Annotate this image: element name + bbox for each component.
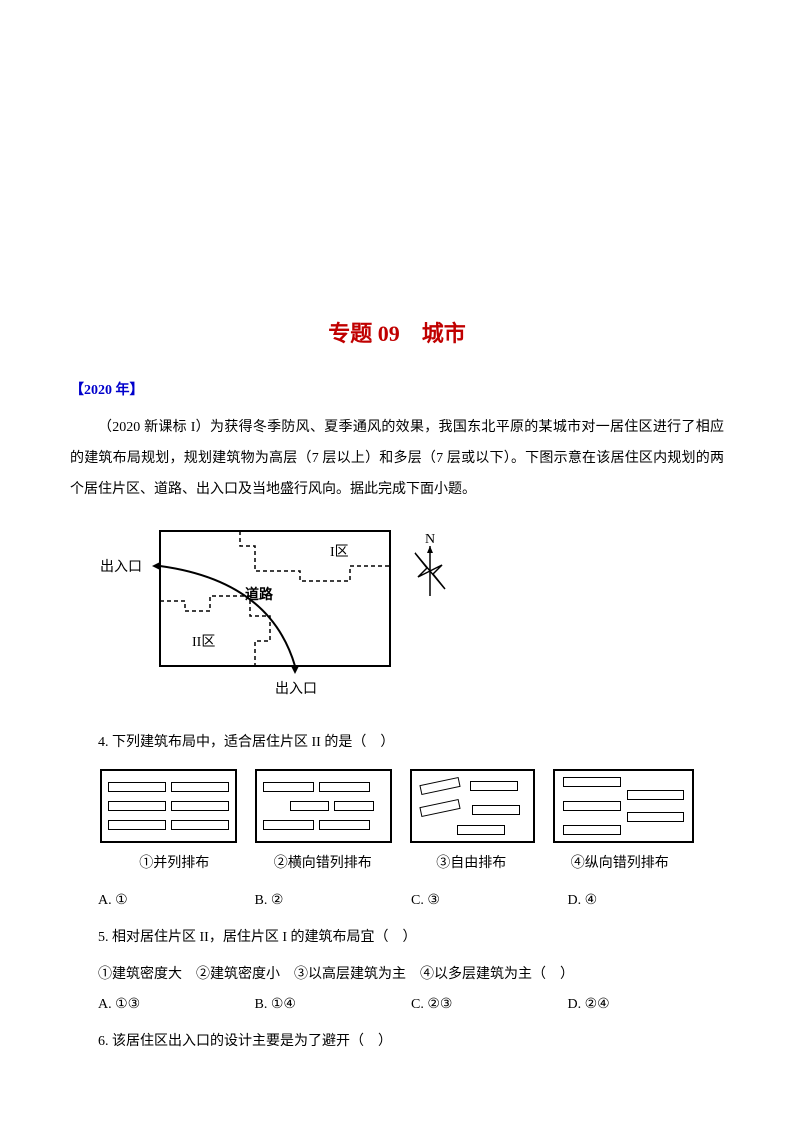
layout-label-4: ④纵向错列排布 — [546, 849, 695, 880]
q5-choice-d: D. ②④ — [568, 990, 725, 1021]
q5-choice-b: B. ①④ — [255, 990, 412, 1021]
layout-labels: ①并列排布 ②横向错列排布 ③自由排布 ④纵向错列排布 — [100, 849, 694, 880]
entrance-bottom-label: 出入口 — [275, 681, 317, 697]
q6-text: 6. 该居住区出入口的设计主要是为了避开（ ） — [70, 1027, 724, 1058]
main-diagram: 出入口 出入口 道路 I区 II区 N — [100, 521, 724, 714]
document-title: 专题 09 城市 — [70, 310, 724, 358]
q4-choice-c: C. ③ — [411, 886, 568, 917]
layout-option-3 — [410, 769, 535, 843]
q4-text: 4. 下列建筑布局中，适合居住片区 II 的是（ ） — [70, 728, 724, 759]
q5-text: 5. 相对居住片区 II，居住片区 I 的建筑布局宜（ ） — [70, 923, 724, 954]
q5-choices: A. ①③ B. ①④ C. ②③ D. ②④ — [98, 990, 724, 1021]
layout-label-2: ②横向错列排布 — [249, 849, 398, 880]
road-label: 道路 — [245, 586, 274, 603]
layout-label-3: ③自由排布 — [397, 849, 546, 880]
zone2-label: II区 — [192, 634, 215, 650]
layout-options — [100, 769, 694, 843]
layout-option-4 — [553, 769, 694, 843]
layout-label-1: ①并列排布 — [100, 849, 249, 880]
passage-text: （2020 新课标 I）为获得冬季防风、夏季通风的效果，我国东北平原的某城市对一… — [70, 413, 724, 505]
layout-option-1 — [100, 769, 237, 843]
q5-choice-c: C. ②③ — [411, 990, 568, 1021]
q5-choice-a: A. ①③ — [98, 990, 255, 1021]
q4-choice-b: B. ② — [255, 886, 412, 917]
entrance-left-label: 出入口 — [100, 559, 142, 575]
q4-choices: A. ① B. ② C. ③ D. ④ — [98, 886, 724, 917]
north-label: N — [425, 532, 435, 547]
layout-option-2 — [255, 769, 392, 843]
year-label: 【2020 年】 — [70, 376, 724, 407]
zone1-label: I区 — [330, 544, 349, 560]
q4-choice-a: A. ① — [98, 886, 255, 917]
q5-options: ①建筑密度大 ②建筑密度小 ③以高层建筑为主 ④以多层建筑为主（ ） — [70, 960, 724, 991]
q4-choice-d: D. ④ — [568, 886, 725, 917]
